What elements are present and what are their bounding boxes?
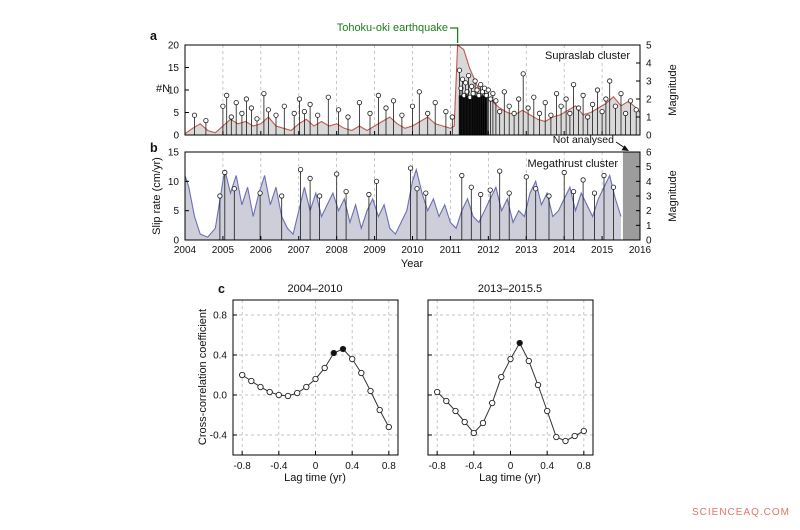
svg-text:2011: 2011 <box>440 245 462 256</box>
svg-text:6: 6 <box>646 148 652 159</box>
svg-text:2009: 2009 <box>363 245 386 256</box>
panel-c-label: c <box>218 282 225 296</box>
svg-text:2013: 2013 <box>515 245 538 256</box>
svg-text:5: 5 <box>173 206 179 217</box>
svg-text:4: 4 <box>646 59 652 70</box>
panel-a-label: a <box>150 29 157 43</box>
svg-text:2008: 2008 <box>326 245 349 256</box>
svg-text:2006: 2006 <box>250 245 273 256</box>
svg-text:3: 3 <box>646 192 652 203</box>
svg-text:5: 5 <box>173 108 179 119</box>
cross-correlation-ylabel: Cross-correlation coefficient <box>196 308 209 446</box>
svg-text:0.0: 0.0 <box>213 391 227 402</box>
svg-text:2014: 2014 <box>553 245 576 256</box>
svg-text:1: 1 <box>646 113 652 124</box>
svg-text:15: 15 <box>168 63 180 74</box>
svg-text:0.8: 0.8 <box>213 311 227 322</box>
cc-2004-2010: -0.8 -0.4 0 0.4 0.8 -0.4 0.0 0.4 0.8 <box>210 299 399 472</box>
svg-text:0: 0 <box>173 131 179 142</box>
svg-text:2012: 2012 <box>477 245 500 256</box>
svg-text:0.8: 0.8 <box>382 461 396 472</box>
supraslab-cluster-title: Supraslab cluster <box>545 50 630 62</box>
svg-text:1: 1 <box>646 221 652 232</box>
svg-text:-0.4: -0.4 <box>465 461 483 472</box>
year-axis-label: Year <box>400 258 424 270</box>
svg-text:0: 0 <box>646 236 652 247</box>
cc-right-title: 2013–2015.5 <box>477 283 543 295</box>
svg-text:2005: 2005 <box>212 245 235 256</box>
svg-text:0: 0 <box>313 461 319 472</box>
panel-b-ylabel: Slip rate (cm/yr) <box>150 157 163 235</box>
panel-a-area-line <box>184 43 641 135</box>
svg-text:0.4: 0.4 <box>540 461 554 472</box>
annotation-marks <box>450 27 629 151</box>
svg-text:20: 20 <box>168 41 180 52</box>
svg-text:2: 2 <box>646 206 652 217</box>
not-analysed-arrow <box>615 141 626 149</box>
svg-text:0: 0 <box>173 236 179 247</box>
svg-text:0.8: 0.8 <box>577 461 591 472</box>
svg-text:15: 15 <box>168 148 180 159</box>
panel-a-area <box>185 45 640 135</box>
svg-text:0: 0 <box>508 461 514 472</box>
svg-text:-0.8: -0.8 <box>234 461 252 472</box>
panel-b-label: b <box>150 141 158 155</box>
panel-a-ylabel: #N <box>156 83 171 95</box>
svg-text:0: 0 <box>646 131 652 142</box>
svg-text:2: 2 <box>646 95 652 106</box>
megathrust-cluster-title: Megathrust cluster <box>527 158 618 170</box>
cc-2013-2015: -0.8 -0.4 0 0.4 0.8 <box>427 299 594 472</box>
tohoku-pointer <box>450 27 459 43</box>
svg-text:10: 10 <box>168 86 180 97</box>
cc-left-title: 2004–2010 <box>287 283 343 295</box>
lag-time-label-right: Lag time (yr) <box>479 472 541 484</box>
svg-text:-0.4: -0.4 <box>210 431 228 442</box>
panel-b-area <box>185 169 621 240</box>
tohoku-annotation: Tohoku-oki earthquake <box>336 22 448 34</box>
panel-b-event-stems <box>217 165 617 240</box>
svg-text:2007: 2007 <box>288 245 311 256</box>
svg-text:2016: 2016 <box>629 245 652 256</box>
panel-a-event-stems <box>191 67 639 135</box>
panel-a-magnitude-label: Magnitude <box>666 64 679 116</box>
svg-text:10: 10 <box>168 177 180 188</box>
svg-text:-0.8: -0.8 <box>429 461 447 472</box>
svg-text:2004: 2004 <box>174 245 197 256</box>
svg-text:0.4: 0.4 <box>213 351 227 362</box>
svg-text:-0.4: -0.4 <box>270 461 288 472</box>
svg-text:2010: 2010 <box>401 245 424 256</box>
svg-text:5: 5 <box>646 162 652 173</box>
svg-text:4: 4 <box>646 177 652 188</box>
panel-a: 0 5 10 15 20 0 1 2 3 4 5 <box>168 41 652 142</box>
watermark: SCIENCEAQ.COM <box>691 507 790 518</box>
panel-b: 0 5 10 15 0 1 2 3 4 5 6 2004 2005 2006 2007 2008 2009 201… <box>168 148 652 257</box>
not-analysed-arrowhead <box>621 145 629 151</box>
svg-text:5: 5 <box>646 41 652 52</box>
svg-text:3: 3 <box>646 77 652 88</box>
lag-time-label-left: Lag time (yr) <box>284 472 346 484</box>
svg-text:2015: 2015 <box>591 245 614 256</box>
panel-b-magnitude-label: Magnitude <box>666 170 679 222</box>
svg-text:0.4: 0.4 <box>345 461 359 472</box>
not-analysed-label: Not analysed <box>552 134 614 146</box>
not-analysed-region <box>622 152 640 240</box>
